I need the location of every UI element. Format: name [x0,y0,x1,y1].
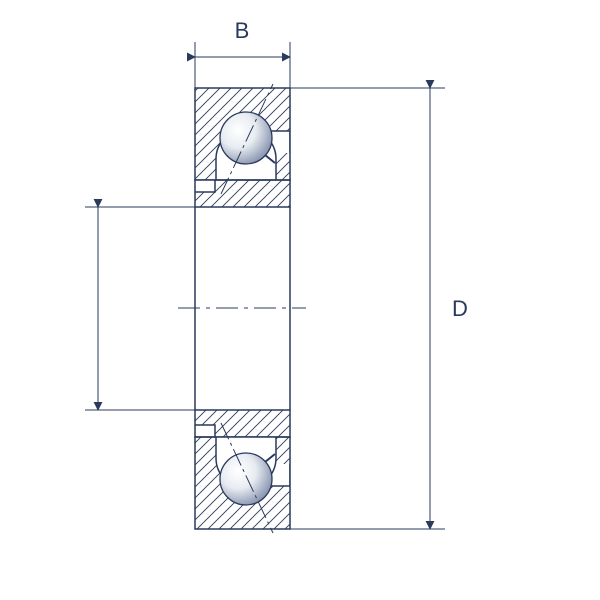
label-d: D [452,296,468,321]
bore-faces [195,207,290,410]
label-b: B [235,18,250,43]
inner-ring-top [195,180,290,207]
dimension-b [195,42,290,88]
dimension-d [290,88,445,529]
inner-ring-bottom [195,410,290,437]
dimension-bore [85,207,195,410]
bearing-cross-section-diagram: B D [0,0,600,600]
